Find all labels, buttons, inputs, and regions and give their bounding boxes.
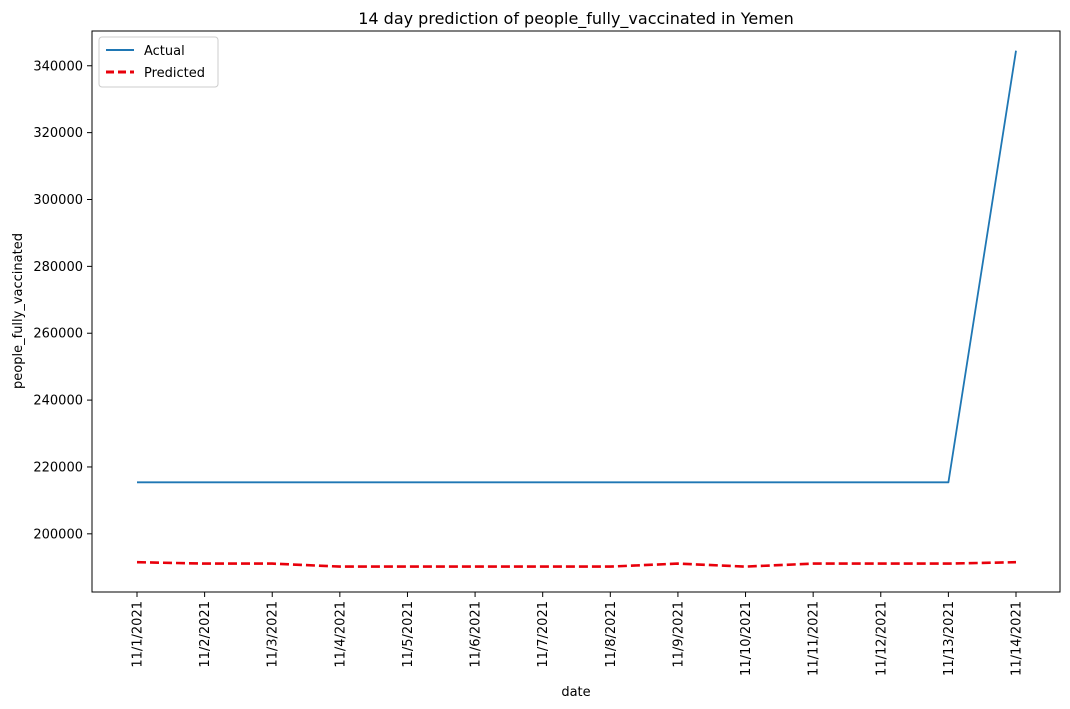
x-tick-label: 11/13/2021 [942,601,957,676]
y-axis-label: people_fully_vaccinated [11,233,26,389]
y-tick-label: 200000 [33,527,83,542]
x-tick-label: 11/7/2021 [536,601,551,668]
x-tick-label: 11/4/2021 [333,601,348,668]
x-tick-label: 11/10/2021 [739,601,754,676]
series-line-predicted [136,560,1017,568]
plot-area-frame [91,30,1061,593]
x-tick-label: 11/12/2021 [874,601,889,676]
legend-label-actual: Actual [144,44,185,59]
y-tick-label: 320000 [33,126,83,141]
legend-label-predicted: Predicted [144,66,205,81]
x-tick-label: 11/9/2021 [671,601,686,668]
x-tick-label: 11/1/2021 [131,601,146,668]
x-axis: 11/1/2021 11/2/2021 11/3/2021 11/4/2021 11/5… [131,592,1025,676]
y-tick-label: 260000 [33,327,83,342]
x-axis-label: date [561,685,590,700]
x-tick-label: 11/14/2021 [1010,601,1025,676]
y-tick-label: 280000 [33,260,83,275]
x-tick-label: 11/8/2021 [604,601,619,668]
x-tick-label: 11/11/2021 [807,601,822,676]
x-tick-label: 11/2/2021 [198,601,213,668]
y-axis: 200000 220000 240000 260000 280000 300000 3200… [33,59,92,542]
legend: Actual Predicted [98,36,219,88]
y-tick-label: 220000 [33,460,83,475]
x-tick-label: 11/5/2021 [401,601,416,668]
x-tick-label: 11/3/2021 [266,601,281,668]
y-tick-label: 240000 [33,394,83,409]
chart-title: 14 day prediction of people_fully_vaccin… [358,9,794,29]
x-tick-label: 11/6/2021 [469,601,484,668]
y-tick-label: 300000 [33,193,83,208]
series-line-actual [137,50,1017,484]
y-tick-label: 340000 [33,59,83,74]
series-layer [136,50,1017,568]
